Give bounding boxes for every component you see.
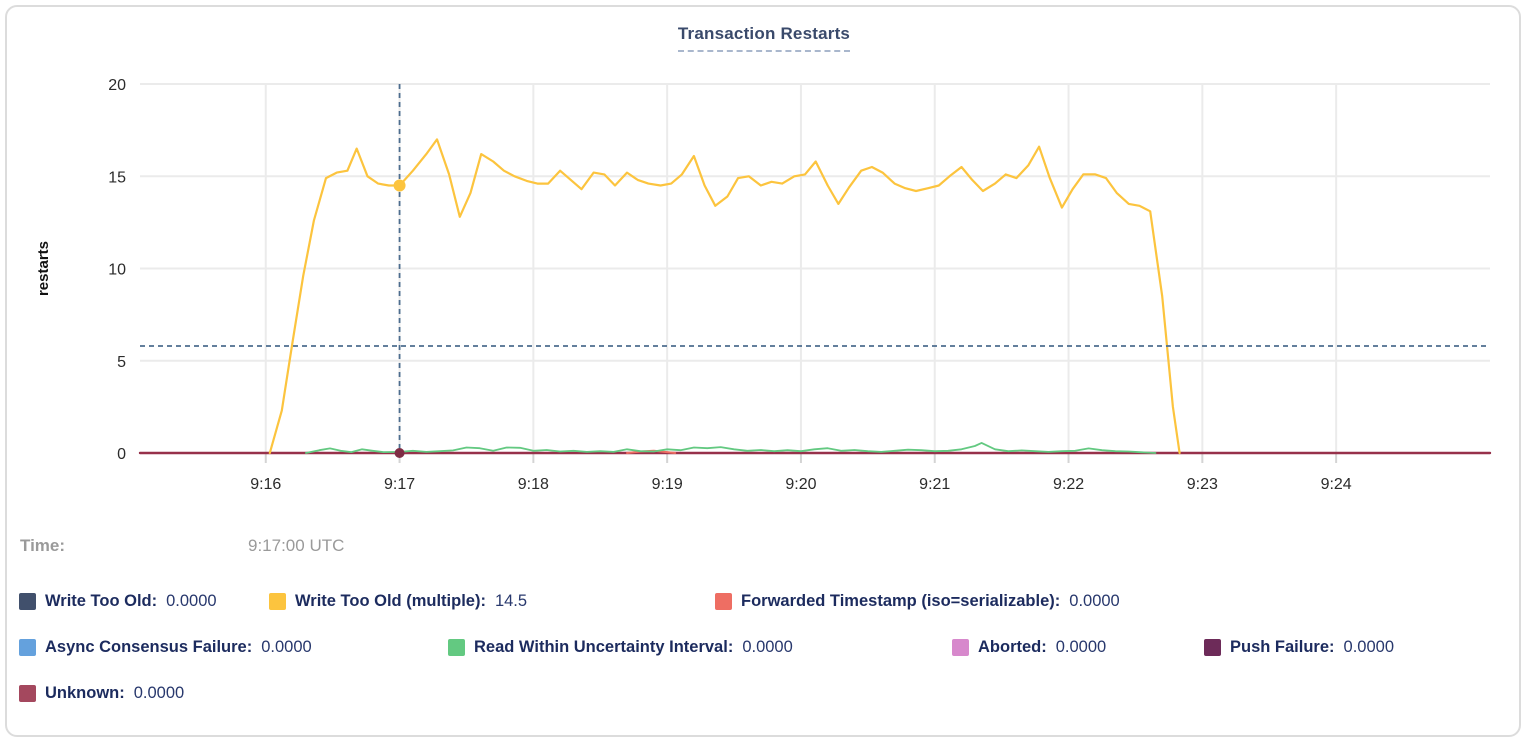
legend-swatch-icon xyxy=(269,592,286,610)
legend-swatch-icon xyxy=(952,638,969,656)
legend-swatch-icon xyxy=(1204,638,1221,656)
legend-item[interactable]: Push Failure: 0.0000 xyxy=(1204,638,1394,657)
series-line xyxy=(268,138,1181,455)
legend-label: Async Consensus Failure: xyxy=(45,637,253,656)
legend-item[interactable]: Read Within Uncertainty Interval: 0.0000 xyxy=(448,638,952,657)
legend-item[interactable]: Async Consensus Failure: 0.0000 xyxy=(19,638,448,657)
legend-value: 0.0000 xyxy=(1343,637,1394,656)
legend-value: 0.0000 xyxy=(133,683,185,702)
legend-item[interactable]: Write Too Old: 0.0000 xyxy=(19,592,269,611)
legend-label: Write Too Old: xyxy=(45,591,158,610)
hover-time-label: Time: xyxy=(20,536,66,555)
legend-swatch-icon xyxy=(715,592,732,610)
legend-item[interactable]: Forwarded Timestamp (iso=serializable): 0… xyxy=(715,592,1120,611)
y-tick-label: 0 xyxy=(117,446,126,463)
y-tick-label: 15 xyxy=(108,169,126,186)
x-tick-label: 9:24 xyxy=(1321,476,1352,493)
x-tick-label: 9:21 xyxy=(919,476,950,493)
hover-point xyxy=(393,179,406,192)
transaction-restarts-chart[interactable]: 0 5 10 15 20 9:16 9:17 9:18 9:19 9:20 9:21 9:22 9:23… xyxy=(0,50,1528,520)
legend-item[interactable]: Write Too Old (multiple): 14.5 xyxy=(269,592,715,611)
legend: Write Too Old: 0.0000 Write Too Old (multi… xyxy=(19,589,1514,727)
legend-value: 0.0000 xyxy=(1069,591,1120,610)
legend-label: Push Failure: xyxy=(1230,637,1335,656)
legend-row: Unknown: 0.0000 xyxy=(19,681,1514,705)
legend-value: 0.0000 xyxy=(261,637,312,656)
hover-time-value: 9:17:00 UTC xyxy=(248,536,345,555)
legend-label: Aborted: xyxy=(978,637,1047,656)
x-tick-label: 9:19 xyxy=(652,476,683,493)
legend-swatch-icon xyxy=(19,592,36,610)
y-axis-label: restarts xyxy=(35,241,52,296)
x-tick-label: 9:23 xyxy=(1187,476,1218,493)
legend-label: Read Within Uncertainty Interval: xyxy=(474,637,734,656)
legend-value: 0.0000 xyxy=(1055,637,1107,656)
legend-row: Write Too Old: 0.0000 Write Too Old (multi… xyxy=(19,589,1514,613)
legend-row: Async Consensus Failure: 0.0000 Read Withi… xyxy=(19,635,1514,659)
y-tick-label: 10 xyxy=(108,262,126,279)
legend-item[interactable]: Aborted: 0.0000 xyxy=(952,638,1204,657)
x-tick-label: 9:18 xyxy=(518,476,549,493)
chart-card xyxy=(5,5,1521,737)
legend-swatch-icon xyxy=(448,638,465,656)
legend-value: 0.0000 xyxy=(166,591,217,610)
x-tick-label: 9:20 xyxy=(785,476,816,493)
hover-time-row: Time: 9:17:00 UTC xyxy=(20,536,620,560)
legend-label: Unknown: xyxy=(45,683,125,702)
y-tick-label: 5 xyxy=(117,354,126,371)
legend-swatch-icon xyxy=(19,684,36,702)
x-tick-label: 9:16 xyxy=(250,476,281,493)
x-tick-label: 9:17 xyxy=(384,476,415,493)
legend-value: 14.5 xyxy=(494,591,528,610)
x-tick-label: 9:22 xyxy=(1053,476,1084,493)
y-tick-label: 20 xyxy=(108,77,126,94)
legend-label: Write Too Old (multiple): xyxy=(295,591,486,610)
series-line xyxy=(304,441,1157,454)
chart-title[interactable]: Transaction Restarts xyxy=(677,24,851,52)
legend-value: 0.0000 xyxy=(742,637,793,656)
legend-label: Forwarded Timestamp (iso=serializable): xyxy=(741,591,1061,610)
hover-point xyxy=(394,448,405,458)
legend-item[interactable]: Unknown: 0.0000 xyxy=(19,684,184,703)
legend-swatch-icon xyxy=(19,638,36,656)
chart-header: Transaction Restarts xyxy=(0,24,1528,52)
